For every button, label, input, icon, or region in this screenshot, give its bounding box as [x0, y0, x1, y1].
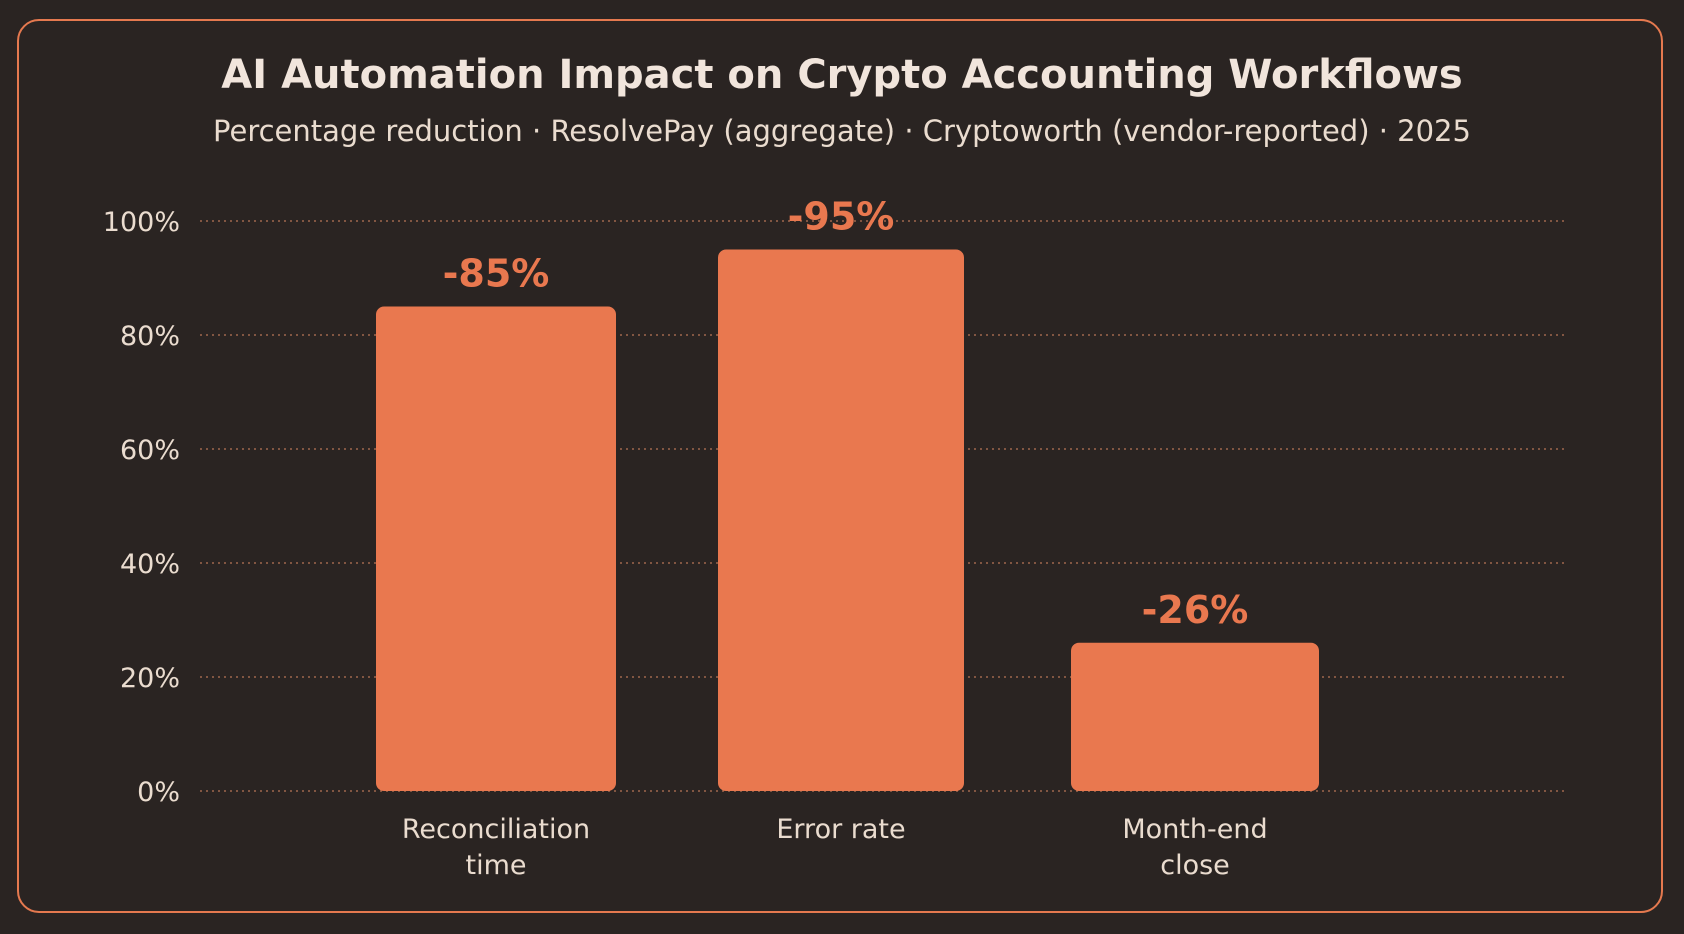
- category-label: Month-end: [1122, 814, 1267, 845]
- data-label: -26%: [1142, 588, 1249, 632]
- category-label: Error rate: [776, 814, 905, 845]
- y-tick-label: 100%: [103, 207, 180, 238]
- bar: [718, 249, 964, 791]
- y-tick-label: 60%: [120, 435, 180, 466]
- chart-subtitle: Percentage reduction · ResolvePay (aggre…: [213, 114, 1471, 148]
- category-label: Reconciliation: [402, 814, 590, 845]
- y-tick-label: 40%: [120, 549, 180, 580]
- y-tick-label: 80%: [120, 321, 180, 352]
- data-label: -85%: [443, 252, 550, 296]
- y-axis-ticks: 0% 20% 40% 60% 80% 100%: [103, 207, 180, 808]
- bars: [376, 249, 1319, 791]
- category-label: time: [465, 850, 526, 881]
- bar: [376, 306, 616, 791]
- category-label: close: [1160, 850, 1230, 881]
- x-axis-categories: Reconciliation time Error rate Month-end clo…: [402, 814, 1268, 881]
- data-label: -95%: [788, 195, 895, 239]
- chart-title: AI Automation Impact on Crypto Accountin…: [221, 52, 1463, 98]
- bar: [1071, 642, 1319, 791]
- data-labels: -85% -95% -26%: [443, 195, 1249, 632]
- y-tick-label: 0%: [137, 777, 180, 808]
- y-tick-label: 20%: [120, 663, 180, 694]
